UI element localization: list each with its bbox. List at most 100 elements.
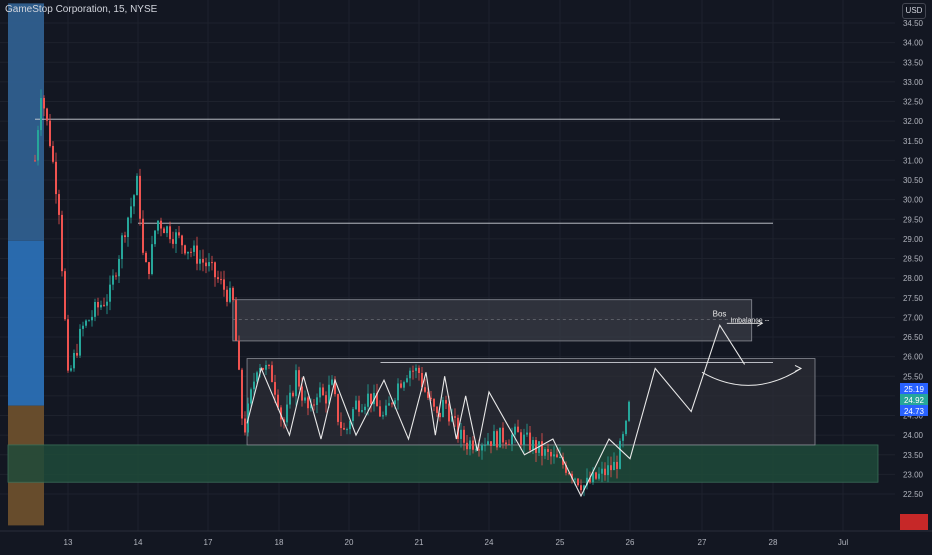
candle-body — [472, 440, 474, 450]
candle-body — [403, 382, 405, 388]
y-tick-label: 33.50 — [903, 58, 924, 67]
candle-body — [208, 262, 210, 267]
candle-body — [388, 403, 390, 406]
x-tick-label: 25 — [556, 538, 565, 547]
candle-body — [361, 410, 363, 412]
candle-body — [457, 417, 459, 439]
y-axis[interactable]: 22.5023.0023.5024.0024.5025.0025.5026.00… — [895, 0, 932, 550]
candle-body — [568, 472, 570, 474]
candle-body — [124, 235, 126, 238]
candle-body — [142, 218, 144, 253]
candle-body — [496, 431, 498, 448]
candle-body — [436, 406, 438, 413]
y-tick-label: 26.00 — [903, 353, 924, 362]
candle-body — [613, 461, 615, 471]
candle-body — [454, 416, 456, 418]
candle-body — [313, 404, 315, 406]
candle-body — [439, 412, 441, 418]
y-tick-label: 31.50 — [903, 137, 924, 146]
candle-body — [466, 442, 468, 450]
candle-body — [175, 232, 177, 244]
candle-body — [100, 304, 102, 308]
candle-body — [421, 373, 423, 388]
candle-body — [490, 441, 492, 446]
candle-body — [70, 368, 72, 371]
candle-body — [145, 252, 147, 263]
candles — [34, 89, 630, 497]
last-price-labels: 25.19 24.92 24.73 — [900, 383, 928, 530]
candle-body — [112, 275, 114, 285]
zigzag-projection — [246, 323, 746, 498]
candle-body — [559, 456, 561, 458]
candle-body — [625, 420, 627, 435]
bos-arrow-head — [757, 319, 764, 327]
candle-body — [322, 387, 324, 396]
candle-body — [592, 472, 594, 483]
y-tick-label: 23.50 — [903, 451, 924, 460]
x-tick-label: 13 — [64, 538, 73, 547]
candle-body — [139, 175, 141, 219]
candle-body — [304, 397, 306, 401]
candle-body — [619, 440, 621, 469]
candle-body — [46, 108, 48, 121]
candle-body — [187, 251, 189, 254]
candle-body — [442, 400, 444, 418]
candle-body — [292, 392, 294, 397]
candle-body — [106, 301, 108, 306]
candle-body — [577, 478, 579, 486]
x-tick-label: 18 — [275, 538, 284, 547]
candle-body — [52, 145, 54, 162]
candle-body — [301, 386, 303, 401]
candle-body — [94, 301, 96, 317]
candle-body — [121, 235, 123, 260]
candle-body — [433, 398, 435, 407]
candle-body — [163, 228, 165, 234]
candle-body — [115, 275, 117, 277]
candle-body — [355, 400, 357, 410]
candle-body — [586, 477, 588, 486]
candle-body — [370, 393, 372, 405]
candle-body — [502, 427, 504, 443]
candle-body — [190, 251, 192, 253]
x-tick-label: Jul — [838, 538, 848, 547]
candle-body — [580, 485, 582, 491]
candle-body — [487, 441, 489, 445]
x-axis[interactable]: 13 14 17 18 20 21 24 25 26 27 28 Jul — [0, 530, 932, 550]
candle-body — [352, 409, 354, 421]
candle-body — [109, 284, 111, 302]
candle-body — [79, 328, 81, 356]
y-tick-label: 28.00 — [903, 274, 924, 283]
candle-body — [178, 232, 180, 236]
candle-body — [385, 405, 387, 416]
candle-body — [151, 244, 153, 274]
candle-body — [244, 418, 246, 433]
y-tick-label: 32.00 — [903, 117, 924, 126]
y-tick-label: 24.00 — [903, 431, 924, 440]
last-price-value: 24.73 — [904, 407, 925, 416]
candle-body — [286, 404, 288, 423]
candle-body — [562, 456, 564, 465]
candle-body — [349, 420, 351, 430]
candle-body — [517, 426, 519, 433]
candle-body — [205, 262, 207, 267]
last-price-tag — [900, 405, 928, 416]
candle-body — [172, 239, 174, 244]
candle-body — [445, 400, 447, 404]
candle-body — [148, 262, 150, 274]
candle-body — [514, 426, 516, 435]
candle-body — [166, 226, 168, 234]
currency-button[interactable]: USD — [902, 3, 926, 19]
candle-body — [226, 289, 228, 302]
x-tick-label: 21 — [415, 538, 424, 547]
candle-body — [193, 245, 195, 252]
candle-body — [196, 245, 198, 264]
candle-body — [235, 300, 237, 341]
symbol-title[interactable]: GameStop Corporation, 15, NYSE — [5, 4, 158, 15]
y-tick-label: 23.00 — [903, 470, 924, 479]
y-tick-label: 22.50 — [903, 490, 924, 499]
candle-body — [343, 428, 345, 430]
y-tick-label: 30.50 — [903, 176, 924, 185]
